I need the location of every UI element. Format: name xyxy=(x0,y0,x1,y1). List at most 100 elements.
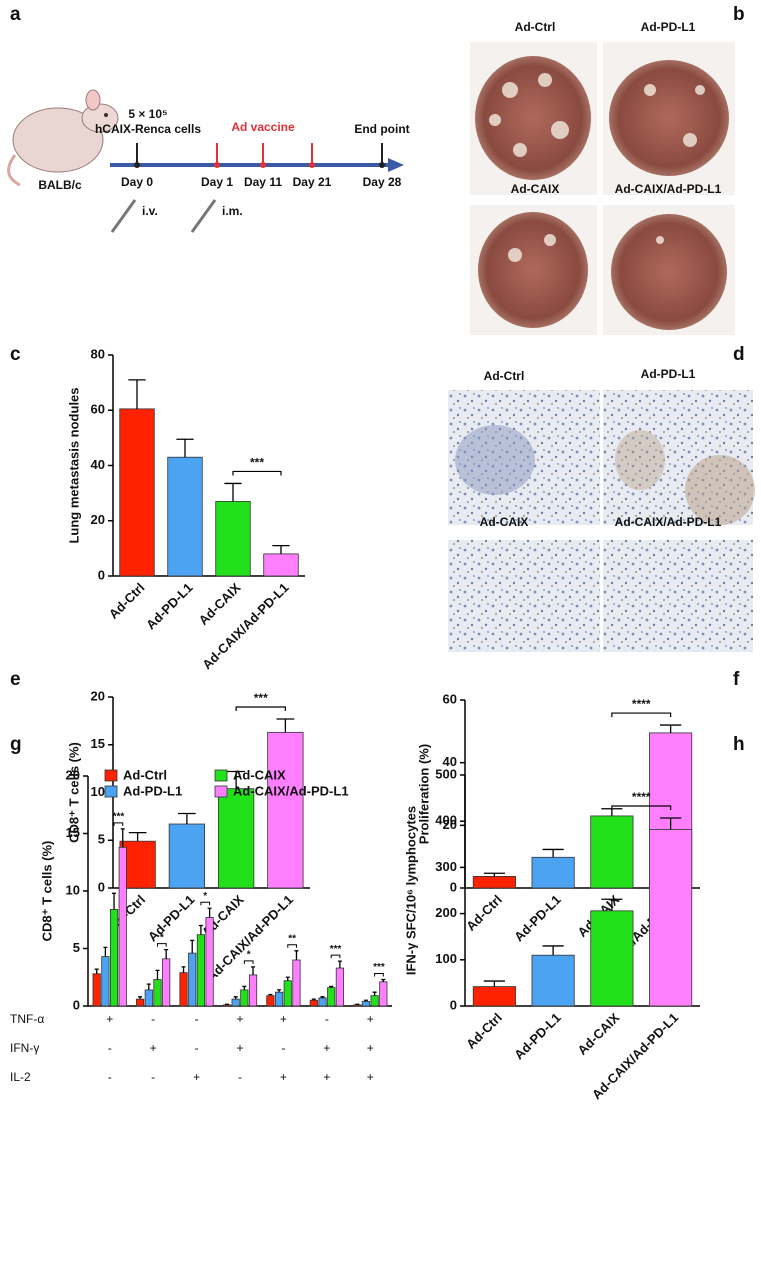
bar xyxy=(590,910,634,1007)
error-bar xyxy=(363,999,368,1002)
condition-sign: + xyxy=(323,1041,330,1055)
route-label: i.m. xyxy=(222,204,243,218)
significance-bracket xyxy=(611,712,672,718)
legend-label: Ad-PD-L1 xyxy=(123,783,182,798)
error-bar xyxy=(155,969,160,980)
condition-sign: - xyxy=(151,1070,155,1084)
photo-label: Ad-Ctrl xyxy=(515,20,556,34)
condition-sign: - xyxy=(108,1041,112,1055)
timeline-arrow xyxy=(388,158,404,172)
significance-bracket xyxy=(156,943,167,947)
image-label: Ad-Ctrl xyxy=(484,369,525,383)
day-label: Day 1 xyxy=(201,175,233,189)
condition-sign: - xyxy=(281,1041,285,1055)
y-tick-label: 60 xyxy=(91,402,105,417)
y-axis-title: IFN-γ SFC/10⁶ lymphocytes xyxy=(403,806,418,975)
error-bar xyxy=(542,848,564,858)
error-bar xyxy=(146,983,151,990)
x-tick-label: Ad-Ctrl xyxy=(106,580,148,622)
condition-sign: + xyxy=(236,1041,243,1055)
error-bar xyxy=(178,812,196,825)
error-bar xyxy=(276,718,295,733)
error-bar xyxy=(94,968,99,974)
bar xyxy=(266,995,275,1007)
condition-sign: + xyxy=(367,1012,374,1026)
bar xyxy=(327,987,336,1007)
bar xyxy=(309,999,318,1007)
x-tick-label: Ad-PD-L1 xyxy=(143,580,195,632)
day-label: Day 0 xyxy=(121,175,153,189)
significance-label: *** xyxy=(250,456,264,470)
y-tick-label: 20 xyxy=(91,688,105,703)
timeline-dot xyxy=(134,162,140,168)
significance-label: * xyxy=(247,950,251,961)
x-tick-label: Ad-CAIX xyxy=(196,580,244,628)
end-label: End point xyxy=(354,122,409,136)
condition-sign: + xyxy=(367,1070,374,1084)
significance-label: *** xyxy=(113,812,125,823)
error-bar xyxy=(285,976,290,981)
timeline-dot xyxy=(379,162,385,168)
condition-sign: + xyxy=(280,1012,287,1026)
y-tick-label: 20 xyxy=(91,512,105,527)
error-bar xyxy=(227,770,245,789)
error-bar xyxy=(268,993,273,996)
significance-bracket xyxy=(611,805,672,810)
x-tick-label: Ad-PD-L1 xyxy=(511,892,563,944)
significance-label: ** xyxy=(288,933,296,944)
timeline-dot xyxy=(309,162,315,168)
day-label: Day 28 xyxy=(363,175,402,189)
bar xyxy=(118,846,127,1007)
condition-sign: - xyxy=(195,1041,199,1055)
condition-sign: + xyxy=(280,1070,287,1084)
bar xyxy=(379,981,388,1007)
error-bar xyxy=(311,998,316,1001)
bar xyxy=(472,986,516,1007)
y-tick-label: 80 xyxy=(91,346,105,361)
timeline-dot xyxy=(214,162,220,168)
image-label: Ad-PD-L1 xyxy=(641,367,696,381)
bar xyxy=(274,991,284,1007)
y-tick-label: 20 xyxy=(443,817,457,832)
error-bar xyxy=(272,544,290,554)
bar xyxy=(240,989,249,1007)
significance-bracket xyxy=(330,954,341,959)
bar xyxy=(196,934,206,1007)
bar xyxy=(153,979,162,1007)
error-bar xyxy=(112,892,117,910)
mouse-label: BALB/c xyxy=(38,178,82,192)
bar xyxy=(267,731,304,889)
y-tick-label: 5 xyxy=(98,832,105,847)
y-axis-title: Lung metastasis nodules xyxy=(66,387,81,543)
panel-label: f xyxy=(733,669,740,690)
bar xyxy=(531,954,575,1007)
error-bar xyxy=(337,960,342,969)
mouse-illustration xyxy=(7,89,119,187)
bar xyxy=(361,1001,371,1007)
x-tick-label: Ad-Ctrl xyxy=(463,1010,505,1052)
bar xyxy=(215,501,251,577)
condition-sign: - xyxy=(325,1012,329,1026)
y-tick-label: 0 xyxy=(98,879,105,894)
error-bar xyxy=(128,831,147,842)
significance-bracket xyxy=(113,822,124,826)
bar xyxy=(590,815,634,889)
syringes xyxy=(110,199,217,233)
significance-label: *** xyxy=(373,962,385,973)
y-tick-label: 0 xyxy=(73,997,80,1012)
condition-sign: + xyxy=(150,1041,157,1055)
panel-label: d xyxy=(733,344,745,365)
error-bar xyxy=(277,989,282,993)
bar xyxy=(162,958,171,1007)
error-bar xyxy=(242,985,247,990)
bar xyxy=(335,967,344,1007)
significance-bracket xyxy=(235,706,286,711)
image-label: Ad-CAIX xyxy=(480,515,529,529)
significance-label: *** xyxy=(254,691,268,705)
photo-label: Ad-CAIX xyxy=(511,182,560,196)
x-tick-label: Ad-CAIX/Ad-PD-L1 xyxy=(199,580,291,672)
error-bar xyxy=(138,996,143,1000)
bar xyxy=(179,972,188,1007)
bar xyxy=(168,823,206,889)
error-bar xyxy=(320,996,325,998)
